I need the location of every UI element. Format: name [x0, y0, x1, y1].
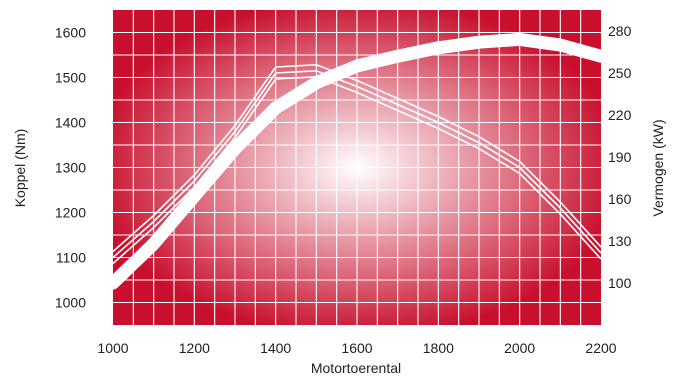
- x-tick-label: 1200: [179, 340, 210, 356]
- y-right-tick-label: 130: [608, 233, 632, 249]
- y-left-axis-title: Koppel (Nm): [12, 129, 28, 208]
- tick-labels: 1000 1200 1400 1600 1800 2000 2200 1000 1100 1200…: [55, 23, 632, 356]
- y-left-tick-label: 1200: [55, 205, 86, 221]
- x-tick-label: 2200: [585, 340, 616, 356]
- x-tick-label: 2000: [504, 340, 535, 356]
- y-left-tick-label: 1000: [55, 295, 86, 311]
- power-line: [113, 32, 601, 290]
- y-right-tick-label: 190: [608, 149, 632, 165]
- y-right-tick-label: 220: [608, 107, 632, 123]
- y-right-tick-label: 250: [608, 65, 632, 81]
- grid: [113, 10, 601, 325]
- y-left-tick-label: 1100: [56, 250, 86, 266]
- torque-line-2: [113, 70, 601, 259]
- torque-line-1: [113, 64, 601, 253]
- x-tick-label: 1000: [97, 340, 128, 356]
- y-right-tick-label: 160: [608, 191, 632, 207]
- x-tick-label: 1800: [423, 340, 454, 356]
- y-right-tick-label: 100: [608, 275, 632, 291]
- y-right-tick-label: 280: [608, 23, 632, 39]
- y-right-axis-title: Vermogen (kW): [650, 119, 666, 216]
- y-left-tick-label: 1600: [55, 25, 86, 41]
- y-left-tick-label: 1500: [55, 70, 86, 86]
- x-axis-title: Motortoerental: [311, 360, 401, 376]
- x-tick-label: 1400: [260, 340, 291, 356]
- x-tick-label: 1600: [341, 340, 372, 356]
- series-lines: [113, 32, 601, 290]
- y-left-tick-label: 1400: [55, 115, 86, 131]
- y-left-tick-label: 1300: [55, 160, 86, 176]
